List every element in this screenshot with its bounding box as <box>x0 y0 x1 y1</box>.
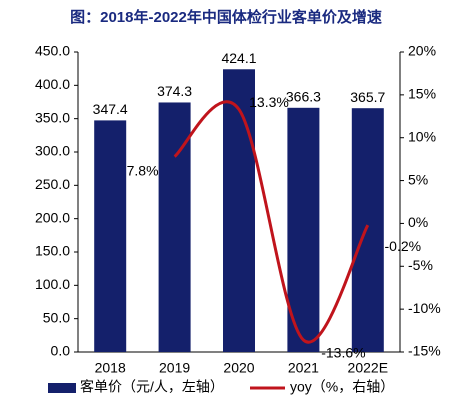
y-tick-label: 100.0 <box>35 276 70 292</box>
chart-title: 图：2018年-2022年中国体检行业客单价及增速 <box>70 8 382 26</box>
line-value-label: -0.2% <box>385 238 422 254</box>
y-tick-label: 300.0 <box>35 143 70 159</box>
y-tick-label: 350.0 <box>35 109 70 125</box>
y2-tick-label: 0% <box>408 214 428 230</box>
y-tick-label: 250.0 <box>35 176 70 192</box>
x-tick-label: 2021 <box>288 360 319 376</box>
x-tick-label: 2022E <box>348 360 388 376</box>
legend-swatch <box>48 383 76 393</box>
line-value-label: 7.8% <box>127 162 159 178</box>
bar <box>351 108 384 352</box>
bar-value-label: 424.1 <box>221 50 256 66</box>
y2-tick-label: 20% <box>408 43 436 59</box>
y-tick-label: 400.0 <box>35 76 70 92</box>
bar <box>94 120 127 353</box>
line-value-label: -13.6% <box>321 345 365 361</box>
y-tick-label: 50.0 <box>43 309 70 325</box>
y-tick-label: 450.0 <box>35 43 70 59</box>
bar <box>223 69 255 353</box>
x-tick-label: 2018 <box>95 360 126 376</box>
line-value-label: 13.3% <box>249 94 289 110</box>
y2-tick-label: -15% <box>408 343 441 359</box>
y-tick-label: 200.0 <box>35 209 70 225</box>
y2-tick-label: -10% <box>408 300 441 316</box>
bar-value-label: 365.7 <box>350 89 385 105</box>
bar-value-label: 374.3 <box>157 83 192 99</box>
y-tick-label: 0.0 <box>51 343 71 359</box>
yoy-line <box>173 100 370 344</box>
legend-label: yoy（%，右轴） <box>290 379 394 395</box>
x-tick-label: 2020 <box>223 360 254 376</box>
bar-value-label: 366.3 <box>286 89 321 105</box>
y2-tick-label: 5% <box>408 171 428 187</box>
legend-label: 客单价（元/人，左轴） <box>80 379 224 395</box>
bar <box>287 107 320 352</box>
x-tick-label: 2019 <box>159 360 190 376</box>
y2-tick-label: 15% <box>408 86 436 102</box>
y2-tick-label: -5% <box>408 257 433 273</box>
bar-value-label: 347.4 <box>93 101 128 117</box>
y-tick-label: 150.0 <box>35 243 70 259</box>
y2-tick-label: 10% <box>408 128 436 144</box>
